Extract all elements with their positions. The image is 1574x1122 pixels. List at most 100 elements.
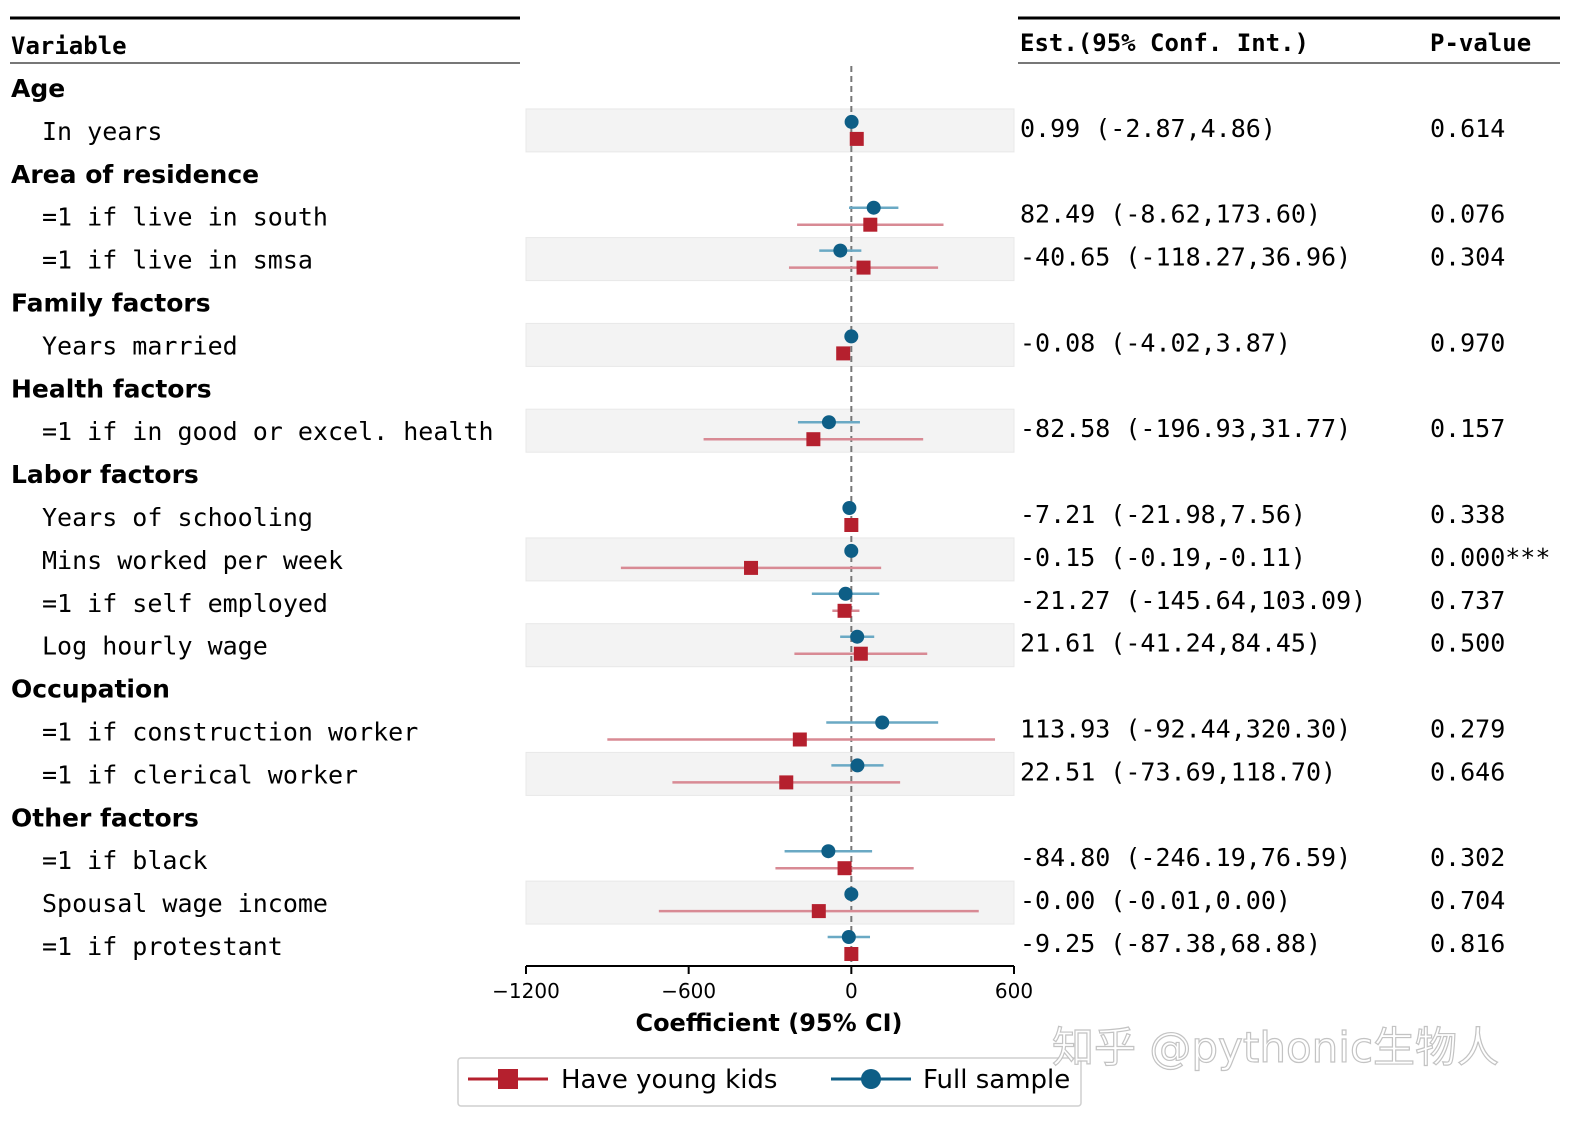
- row-band: [525, 751, 1015, 796]
- legend: Have young kids Full sample: [457, 1057, 1082, 1107]
- variable-label: =1 if live in smsa: [42, 246, 313, 275]
- point-young-kids: [856, 260, 871, 275]
- estimate-ci-text: -84.80 (-246.19,76.59): [1020, 843, 1351, 872]
- estimate-ci-text: 21.61 (-41.24,84.45): [1020, 629, 1321, 658]
- point-young-kids: [863, 217, 878, 232]
- variable-label: =1 if clerical worker: [42, 760, 358, 789]
- group-heading: Area of residence: [11, 160, 259, 189]
- point-full-sample: [844, 114, 859, 129]
- pvalue-text: 0.076: [1430, 200, 1505, 229]
- variable-label: =1 if in good or excel. health: [42, 417, 494, 446]
- estimate-ci-text: -0.00 (-0.01,0.00): [1020, 886, 1291, 915]
- variable-label: =1 if construction worker: [42, 718, 418, 747]
- point-young-kids: [836, 346, 851, 361]
- pvalue-text: 0.157: [1430, 414, 1505, 443]
- variable-label: Spousal wage income: [42, 889, 328, 918]
- pvalue-text: 0.970: [1430, 328, 1505, 357]
- variable-label: =1 if self employed: [42, 589, 328, 618]
- x-tick-label: −1200: [492, 979, 560, 1003]
- pvalue-text: 0.304: [1430, 243, 1505, 272]
- estimate-ci-text: -21.27 (-145.64,103.09): [1020, 586, 1366, 615]
- point-full-sample: [844, 329, 859, 344]
- column-header-pvalue: P-value: [1430, 29, 1531, 57]
- pvalue-text: 0.302: [1430, 843, 1505, 872]
- point-full-sample: [821, 844, 836, 859]
- estimate-ci-text: -0.15 (-0.19,-0.11): [1020, 543, 1306, 572]
- estimate-ci-text: 82.49 (-8.62,173.60): [1020, 200, 1321, 229]
- column-header-estimate: Est.(95% Conf. Int.): [1020, 29, 1309, 57]
- estimate-ci-text: 22.51 (-73.69,118.70): [1020, 757, 1336, 786]
- variable-label: Years of schooling: [42, 503, 313, 532]
- point-full-sample: [841, 930, 856, 944]
- group-heading: Age: [11, 74, 65, 103]
- row-band: [525, 408, 1015, 453]
- row-band: [525, 880, 1015, 925]
- row-bands: [525, 108, 1015, 925]
- pvalue-text: 0.338: [1430, 500, 1505, 529]
- point-young-kids: [844, 947, 859, 961]
- point-young-kids: [811, 904, 826, 919]
- point-young-kids: [849, 131, 864, 146]
- point-full-sample: [821, 415, 836, 430]
- row-band: [525, 322, 1015, 367]
- group-heading: Health factors: [11, 374, 212, 403]
- variable-label: Log hourly wage: [42, 632, 268, 661]
- point-young-kids: [779, 775, 794, 790]
- point-young-kids: [844, 518, 859, 532]
- variable-label: =1 if black: [42, 846, 208, 875]
- point-full-sample: [844, 887, 859, 902]
- point-young-kids: [744, 560, 759, 575]
- legend-label-full-sample: Full sample: [923, 1065, 1070, 1095]
- estimate-ci-text: 113.93 (-92.44,320.30): [1020, 715, 1351, 744]
- row-band: [525, 108, 1015, 153]
- pvalue-text: 0.500: [1430, 629, 1505, 658]
- point-full-sample: [842, 501, 857, 515]
- point-full-sample: [875, 715, 890, 730]
- estimate-ci-text: -0.08 (-4.02,3.87): [1020, 328, 1291, 357]
- group-heading: Labor factors: [11, 460, 199, 489]
- estimate-ci-text: 0.99 (-2.87,4.86): [1020, 114, 1276, 143]
- point-young-kids: [837, 861, 852, 876]
- pvalue-text: 0.646: [1430, 757, 1505, 786]
- row-band: [525, 537, 1015, 582]
- x-tick-label: 0: [845, 979, 858, 1003]
- point-full-sample: [844, 543, 859, 558]
- group-heading: Occupation: [11, 675, 170, 704]
- watermark: 知乎 @pythonic生物人: [1052, 1023, 1499, 1072]
- group-heading: Family factors: [11, 289, 211, 318]
- row-band: [525, 237, 1015, 282]
- point-young-kids: [792, 732, 807, 747]
- table-rows: Age In years 0.99 (-2.87,4.86) 0.614 Area of…: [11, 74, 1550, 961]
- legend-marker-young-kids: [498, 1069, 518, 1089]
- estimate-ci-text: -40.65 (-118.27,36.96): [1020, 243, 1351, 272]
- pvalue-text: 0.614: [1430, 114, 1505, 143]
- estimate-ci-text: -82.58 (-196.93,31.77): [1020, 414, 1351, 443]
- point-full-sample: [833, 243, 848, 258]
- legend-marker-full-sample: [861, 1069, 881, 1089]
- column-header-variable: Variable: [11, 32, 127, 60]
- point-full-sample: [866, 200, 881, 215]
- row-band: [525, 623, 1015, 668]
- variable-label: In years: [42, 117, 162, 146]
- pvalue-text: 0.000***: [1430, 543, 1550, 572]
- legend-frame: [457, 1057, 1082, 1107]
- variable-label: Years married: [42, 331, 238, 360]
- estimate-ci-text: -7.21 (-21.98,7.56): [1020, 500, 1306, 529]
- group-heading: Other factors: [11, 803, 199, 832]
- x-tick-label: 600: [995, 979, 1033, 1003]
- variable-label: =1 if protestant: [42, 932, 283, 961]
- pvalue-text: 0.816: [1430, 929, 1505, 958]
- x-axis: −1200 −600 0 600: [492, 965, 1033, 1003]
- pvalue-text: 0.704: [1430, 886, 1505, 915]
- pvalue-text: 0.737: [1430, 586, 1505, 615]
- point-young-kids: [806, 432, 821, 447]
- estimate-ci-text: -9.25 (-87.38,68.88): [1020, 929, 1321, 958]
- x-axis-label: Coefficient (95% CI): [635, 1009, 902, 1037]
- point-full-sample: [850, 758, 865, 773]
- variable-label: Mins worked per week: [42, 546, 343, 575]
- pvalue-text: 0.279: [1430, 715, 1505, 744]
- point-full-sample: [838, 586, 853, 601]
- point-full-sample: [850, 629, 865, 644]
- variable-label: =1 if live in south: [42, 203, 328, 232]
